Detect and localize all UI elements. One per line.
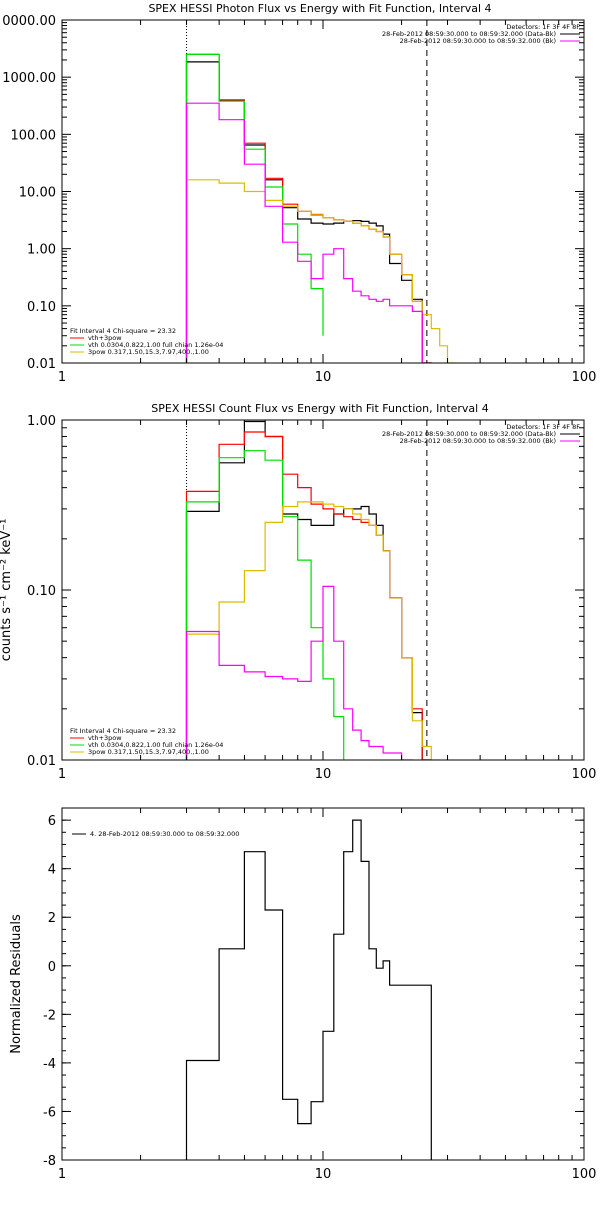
x-tick-label: 10 bbox=[315, 767, 332, 782]
x-tick-label: 100 bbox=[572, 370, 597, 385]
photon-flux-legend-top: Detectors: 1F 3F 4F 8F 28-Feb-2012 08:59… bbox=[382, 23, 580, 45]
residuals-ylabel: Normalized Residuals bbox=[9, 914, 24, 1054]
y-tick-label: -4 bbox=[43, 1057, 56, 1072]
residuals-legend: 4. 28-Feb-2012 08:59:30.000 to 08:59:32.… bbox=[72, 830, 239, 838]
legend-entry-bk: 28-Feb-2012 08:59:30.000 to 08:59:32.000… bbox=[400, 37, 556, 45]
y-tick-label: 0.10 bbox=[27, 584, 56, 599]
legend-entry-model: vth+3pow bbox=[88, 334, 122, 342]
y-tick-label: 1.00 bbox=[27, 414, 56, 429]
legend-entry-model: vth+3pow bbox=[88, 734, 122, 742]
y-tick-label: 6 bbox=[48, 814, 56, 829]
legend-entry-vth: vth 0.0304,0.822,1.00 full chian 1.26e-0… bbox=[88, 341, 223, 349]
legend-fit-heading: Fit Interval 4 Chi-square = 23.32 bbox=[70, 327, 176, 335]
legend-entry-3pow: 3pow 0.317,1.50,15.3,7.97,400.,1.00 bbox=[88, 348, 209, 356]
series-3-step-line bbox=[185, 501, 448, 760]
x-tick-label: 1 bbox=[58, 767, 66, 782]
y-tick-label: 0.01 bbox=[27, 357, 56, 372]
x-tick-label: 1 bbox=[58, 1167, 66, 1182]
x-tick-label: 1 bbox=[58, 370, 66, 385]
x-tick-label: 100 bbox=[572, 767, 597, 782]
y-tick-label: 0 bbox=[48, 960, 56, 975]
x-tick-label: 10 bbox=[315, 1167, 332, 1182]
y-tick-label: 1000.00 bbox=[2, 71, 56, 86]
y-tick-label: -2 bbox=[43, 1008, 56, 1023]
series-3-step-line bbox=[185, 179, 462, 363]
legend-entry-data-bk: 28-Feb-2012 08:59:30.000 to 08:59:32.000… bbox=[382, 30, 556, 38]
y-tick-label: 0.10 bbox=[27, 300, 56, 315]
y-tick-label: 4 bbox=[48, 863, 56, 878]
x-tick-label: 10 bbox=[315, 370, 332, 385]
count-flux-legend-top: Detectors: 1F 3F 4F 8F 28-Feb-2012 08:59… bbox=[382, 423, 580, 445]
series-4-step-line bbox=[185, 585, 432, 760]
count-flux-panel: SPEX HESSI Count Flux vs Energy with Fit… bbox=[0, 402, 596, 782]
legend-entry-interval: 4. 28-Feb-2012 08:59:30.000 to 08:59:32.… bbox=[90, 830, 239, 838]
legend-entry-vth: vth 0.0304,0.822,1.00 full chian 1.26e-0… bbox=[88, 741, 223, 749]
series-2-step-line bbox=[185, 450, 345, 760]
legend-heading: Detectors: 1F 3F 4F 8F bbox=[506, 423, 580, 431]
count-flux-ylabel: counts s⁻¹ cm⁻² keV⁻¹ bbox=[0, 519, 14, 662]
y-tick-label: -6 bbox=[43, 1105, 56, 1120]
photon-flux-title: SPEX HESSI Photon Flux vs Energy with Fi… bbox=[148, 2, 491, 15]
y-tick-label: 100.00 bbox=[11, 128, 57, 143]
y-tick-label: -8 bbox=[43, 1154, 56, 1169]
y-tick-label: 1.00 bbox=[27, 243, 56, 258]
y-tick-label: 0.01 bbox=[27, 754, 56, 769]
series-0-step-line bbox=[185, 819, 432, 1160]
count-flux-legend-bottom: Fit Interval 4 Chi-square = 23.32 vth+3p… bbox=[70, 727, 223, 756]
legend-entry-data-bk: 28-Feb-2012 08:59:30.000 to 08:59:32.000… bbox=[382, 430, 556, 438]
legend-entry-3pow: 3pow 0.317,1.50,15.3,7.97,400.,1.00 bbox=[88, 748, 209, 756]
series-4-step-line bbox=[185, 102, 432, 363]
legend-heading: Detectors: 1F 3F 4F 8F bbox=[506, 23, 580, 31]
y-tick-label: 0000.00 bbox=[2, 14, 56, 29]
x-tick-label: 100 bbox=[572, 1167, 597, 1182]
y-tick-label: 10.00 bbox=[19, 186, 56, 201]
legend-entry-bk: 28-Feb-2012 08:59:30.000 to 08:59:32.000… bbox=[400, 437, 556, 445]
count-flux-title: SPEX HESSI Count Flux vs Energy with Fit… bbox=[151, 402, 488, 415]
y-tick-label: 2 bbox=[48, 911, 56, 926]
photon-flux-panel: SPEX HESSI Photon Flux vs Energy with Fi… bbox=[2, 2, 596, 385]
photon-flux-legend-bottom: Fit Interval 4 Chi-square = 23.32 vth+3p… bbox=[70, 327, 223, 356]
legend-fit-heading: Fit Interval 4 Chi-square = 23.32 bbox=[70, 727, 176, 735]
